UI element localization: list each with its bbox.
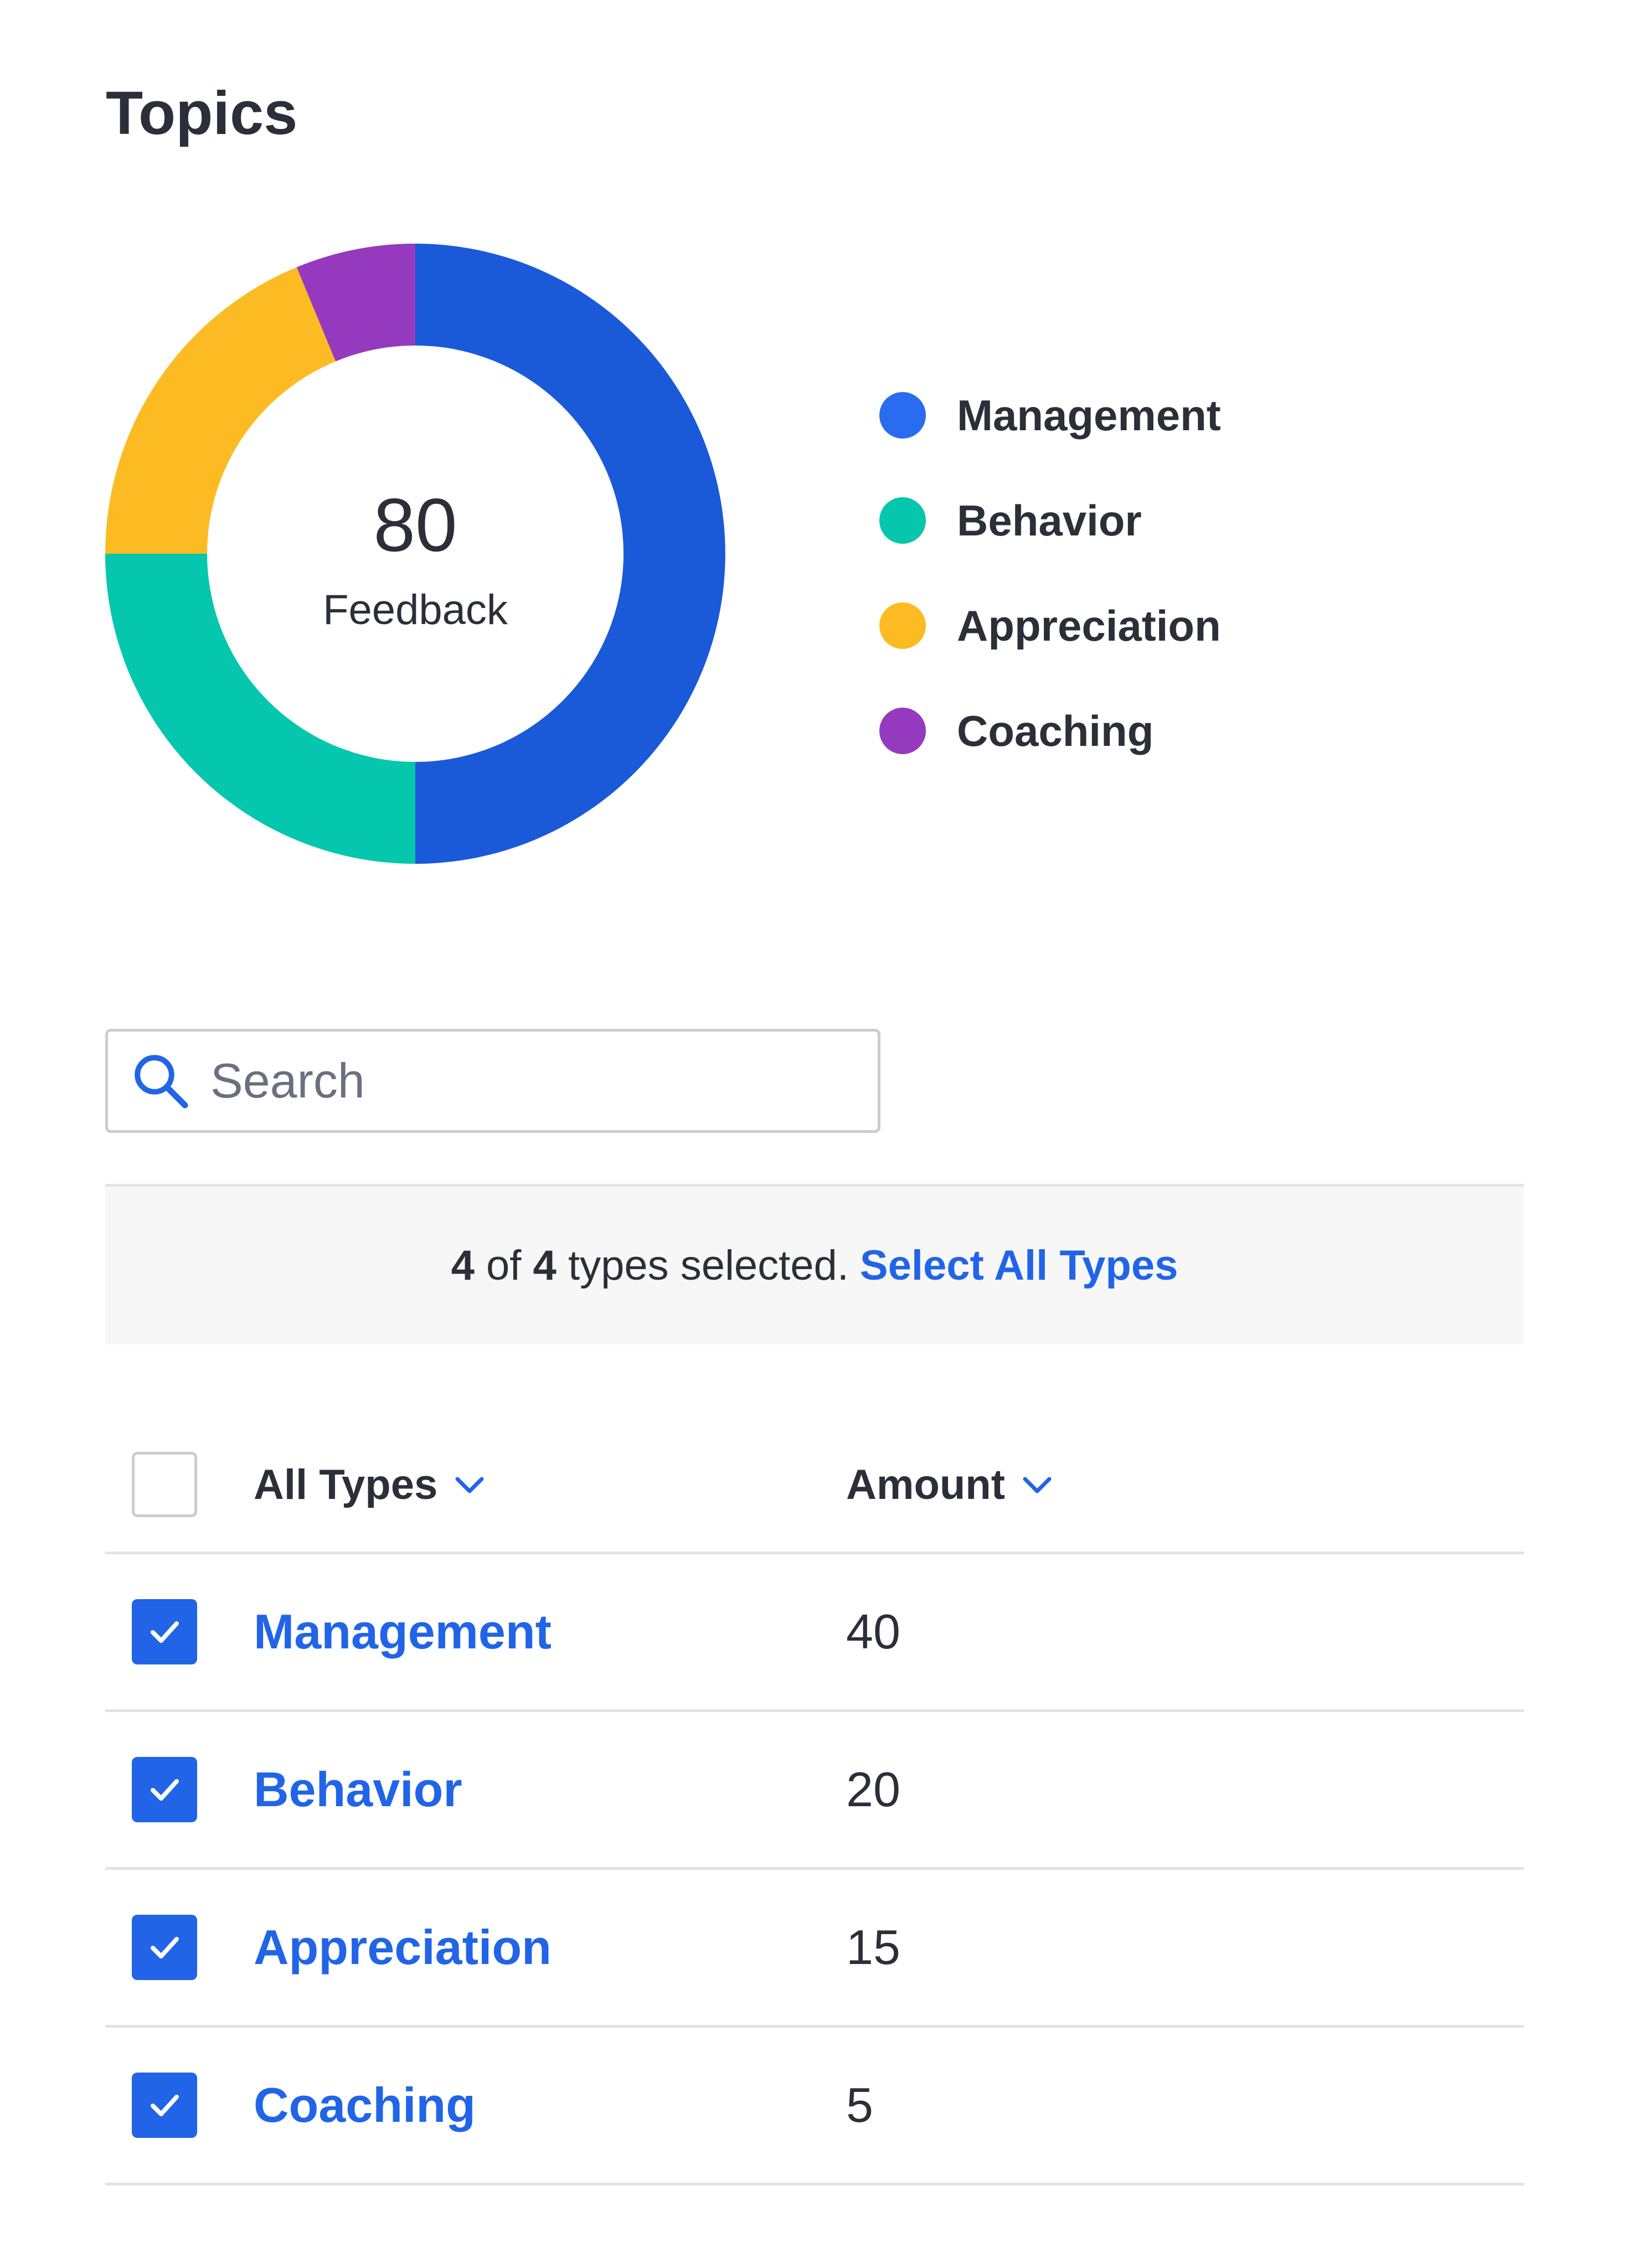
table-row: Appreciation 15 [105, 1870, 1524, 2028]
donut-slice-behavior [105, 554, 415, 864]
selection-suffix: types selected. [568, 1242, 849, 1289]
select-all-types-link[interactable]: Select All Types [859, 1242, 1178, 1289]
checkmark-icon [151, 1779, 179, 1801]
row-checkbox-cell [132, 1915, 197, 1980]
donut-center-label: Feedback [323, 586, 508, 633]
type-cell: Management [254, 1604, 846, 1660]
selection-of-text: of [486, 1242, 522, 1289]
table-header: All Types Amount [105, 1418, 1524, 1554]
chevron-down-icon [455, 1477, 484, 1493]
donut-center-value: 80 [373, 483, 457, 567]
type-link[interactable]: Behavior [254, 1762, 462, 1817]
row-checkbox[interactable] [132, 1915, 197, 1980]
row-checkbox[interactable] [132, 2073, 197, 2138]
type-link[interactable]: Appreciation [254, 1920, 552, 1975]
legend-item-appreciation: Appreciation [879, 573, 1221, 678]
types-table: All Types Amount Management 40 [105, 1418, 1524, 2185]
amount-column-header[interactable]: Amount [846, 1461, 1053, 1509]
chevron-down-icon [1023, 1477, 1052, 1493]
search-input[interactable] [210, 1053, 820, 1109]
row-checkbox-cell [132, 1599, 197, 1664]
select-all-checkbox[interactable] [132, 1452, 197, 1517]
all-types-column-header[interactable]: All Types [254, 1461, 846, 1509]
donut-slice-management [415, 244, 725, 864]
table-row: Behavior 20 [105, 1712, 1524, 1870]
legend-dot-coaching [879, 708, 926, 754]
amount-label: Amount [846, 1461, 1006, 1508]
amount-value: 5 [846, 2078, 873, 2132]
legend-label: Behavior [957, 496, 1142, 545]
donut-slice-coaching [296, 244, 415, 362]
amount-value: 40 [846, 1604, 900, 1659]
type-link[interactable]: Coaching [254, 2078, 476, 2132]
legend-dot-appreciation [879, 602, 926, 649]
legend-item-behavior: Behavior [879, 468, 1221, 573]
amount-cell: 40 [846, 1604, 900, 1660]
chart-legend: Management Behavior Appreciation Coachin… [879, 363, 1221, 784]
amount-cell: 15 [846, 1919, 900, 1976]
row-checkbox-cell [132, 2073, 197, 2138]
checkmark-icon [151, 1937, 179, 1958]
type-cell: Coaching [254, 2077, 846, 2133]
all-types-label: All Types [254, 1461, 438, 1508]
donut-slice-appreciation [105, 267, 336, 554]
row-checkbox[interactable] [132, 1599, 197, 1664]
search-icon [135, 1055, 188, 1109]
legend-dot-management [879, 392, 926, 439]
legend-dot-behavior [879, 497, 926, 544]
selected-count: 4 [451, 1242, 475, 1289]
amount-value: 15 [846, 1920, 900, 1975]
checkmark-icon [151, 2095, 179, 2116]
total-count: 4 [533, 1242, 557, 1289]
checkmark-icon [151, 1621, 179, 1643]
legend-item-coaching: Coaching [879, 678, 1221, 784]
search-box[interactable] [105, 1029, 880, 1133]
amount-value: 20 [846, 1762, 900, 1817]
type-cell: Appreciation [254, 1919, 846, 1976]
table-row: Management 40 [105, 1554, 1524, 1712]
row-checkbox-cell [132, 1757, 197, 1822]
legend-label: Appreciation [957, 601, 1221, 650]
legend-item-management: Management [879, 363, 1221, 468]
legend-label: Management [957, 390, 1221, 440]
topics-donut-chart: 80 Feedback [105, 244, 725, 864]
selection-summary-bar: 4 of 4 types selected. Select All Types [105, 1184, 1524, 1344]
legend-label: Coaching [957, 706, 1154, 755]
page-title: Topics [106, 79, 298, 147]
type-link[interactable]: Management [254, 1604, 552, 1659]
type-cell: Behavior [254, 1761, 846, 1818]
donut-slices [105, 244, 725, 864]
header-checkbox-cell [132, 1452, 197, 1517]
row-checkbox[interactable] [132, 1757, 197, 1822]
amount-cell: 5 [846, 2077, 873, 2133]
amount-cell: 20 [846, 1761, 900, 1818]
table-row: Coaching 5 [105, 2028, 1524, 2185]
